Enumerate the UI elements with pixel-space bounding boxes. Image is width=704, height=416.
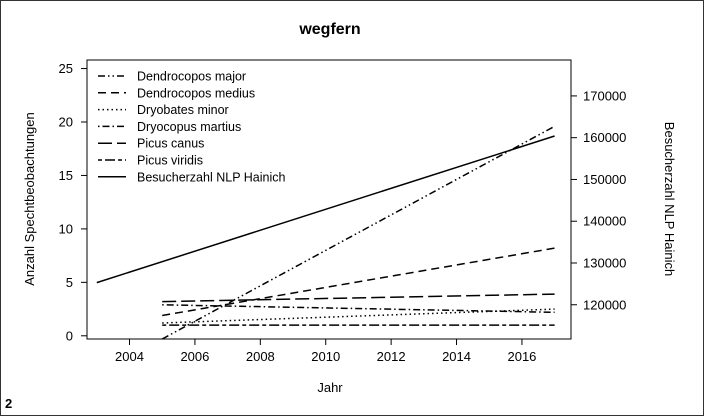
x-tick-label: 2004 — [115, 349, 144, 364]
x-tick-label: 2012 — [377, 349, 406, 364]
legend-label: Picus viridis — [137, 154, 203, 168]
y-axis-right: 120000 130000 140000 150000 160000 170000 — [571, 88, 626, 312]
x-axis-title: Jahr — [317, 380, 343, 395]
x-axis: 2004 2006 2008 2010 2012 2014 2016 — [115, 339, 536, 364]
y-tick-label: 0 — [66, 328, 73, 343]
panel-label: 2 — [5, 396, 13, 411]
series-line — [96, 135, 555, 284]
y-tick-label: 20 — [59, 115, 73, 130]
y2-tick-label: 120000 — [583, 297, 626, 312]
legend: Dendrocopos major Dendrocopos medius Dryob… — [98, 70, 286, 184]
y2-tick-label: 140000 — [583, 214, 626, 229]
y-axis-left: 0 5 10 15 20 25 — [59, 61, 87, 343]
x-tick-label: 2014 — [442, 349, 471, 364]
y2-tick-label: 170000 — [583, 88, 626, 103]
y-tick-label: 5 — [66, 275, 73, 290]
y-axis-title: Anzahl Spechtbeobachtungen — [22, 112, 37, 285]
x-tick-label: 2016 — [507, 349, 536, 364]
y2-tick-label: 130000 — [583, 255, 626, 270]
legend-label: Dryobates minor — [137, 103, 229, 117]
y-tick-label: 15 — [59, 168, 73, 183]
plot-area — [86, 59, 572, 340]
legend-label: Dryocopus martius — [137, 120, 241, 134]
y-tick-label: 25 — [59, 61, 73, 76]
y-tick-label: 10 — [59, 221, 73, 236]
series-line — [162, 304, 555, 314]
x-tick-label: 2006 — [180, 349, 209, 364]
legend-label: Besucherzahl NLP Hainich — [137, 170, 286, 184]
legend-label: Dendrocopos major — [137, 70, 246, 84]
series-line — [161, 125, 555, 340]
series-lines — [96, 125, 555, 340]
chart-title: wegfern — [298, 21, 360, 38]
legend-label: Picus canus — [137, 137, 204, 151]
y2-axis-title: Besucherzahl NLP Hainich — [662, 122, 677, 276]
series-line — [162, 247, 555, 317]
series-line — [162, 293, 555, 303]
x-tick-label: 2008 — [246, 349, 275, 364]
y2-tick-label: 150000 — [583, 172, 626, 187]
y2-tick-label: 160000 — [583, 130, 626, 145]
legend-label: Dendrocopos medius — [137, 86, 255, 100]
x-tick-label: 2010 — [311, 349, 340, 364]
